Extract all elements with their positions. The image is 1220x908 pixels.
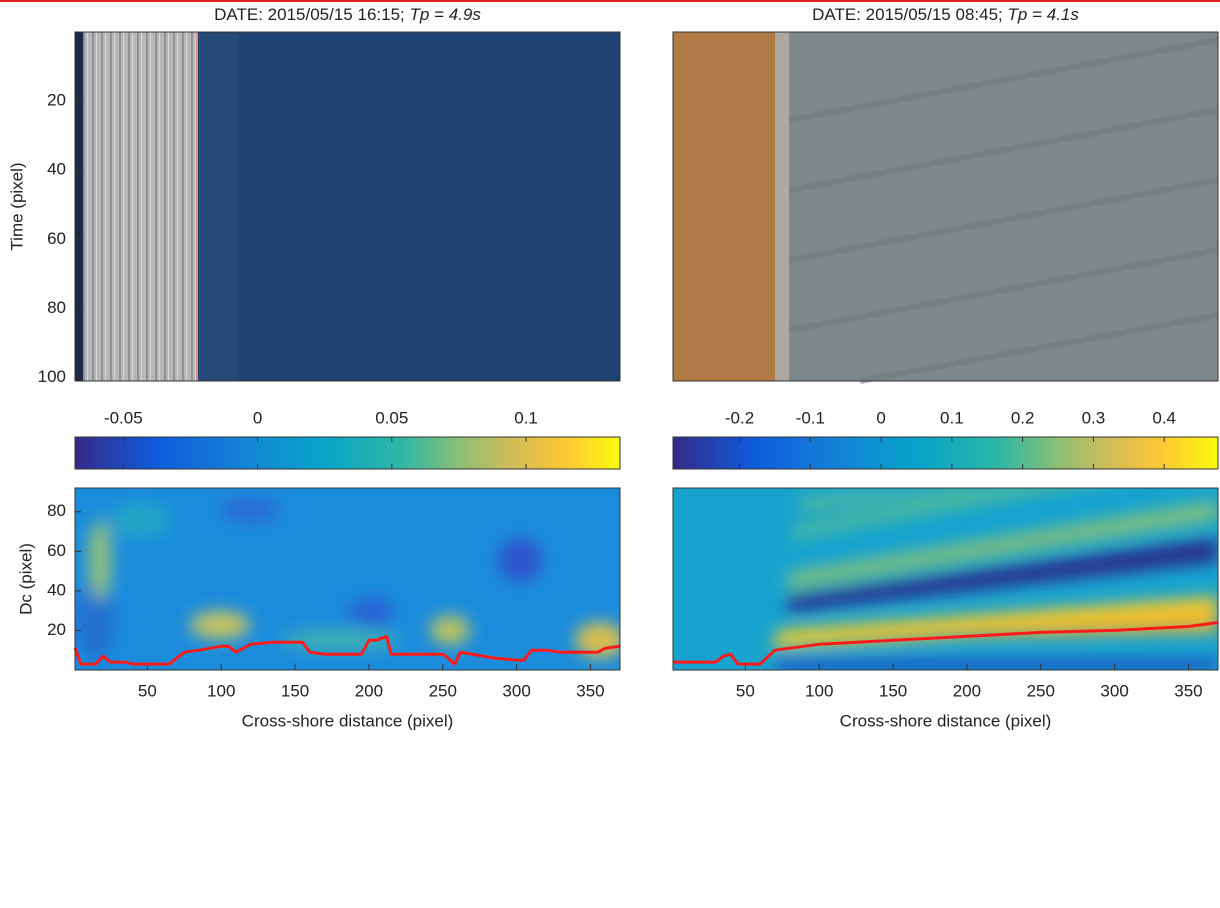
top-rule bbox=[0, 0, 1220, 2]
title-part: Tp = 4.9s bbox=[409, 5, 481, 24]
y-tick-label: 80 bbox=[47, 298, 66, 317]
colorbar bbox=[74, 436, 621, 470]
x-tick-label: 250 bbox=[429, 681, 457, 700]
y-axis-label: Time (pixel) bbox=[7, 162, 26, 250]
colorbar-tick-label: 0.1 bbox=[940, 408, 964, 427]
y-tick-label: 60 bbox=[47, 229, 66, 248]
x-tick-label: 100 bbox=[207, 681, 235, 700]
x-tick-label: 50 bbox=[138, 681, 157, 700]
colorbar-tick-label: 0 bbox=[876, 408, 885, 427]
panel-title: DATE: 2015/05/15 16:15; Tp = 4.9s bbox=[214, 5, 481, 24]
colorbar bbox=[672, 436, 1219, 470]
panel-title: DATE: 2015/05/15 08:45; Tp = 4.1s bbox=[812, 5, 1079, 24]
colorbar-tick-label: 0.2 bbox=[1011, 408, 1035, 427]
colorbar-tick-label: 0.4 bbox=[1152, 408, 1176, 427]
axes-frame bbox=[672, 487, 1219, 671]
heatmap-left-field bbox=[75, 488, 620, 670]
x-tick-label: 150 bbox=[281, 681, 309, 700]
x-tick-label: 250 bbox=[1027, 681, 1055, 700]
x-tick-label: 200 bbox=[953, 681, 981, 700]
depth-line bbox=[73, 634, 621, 666]
axes-frame bbox=[74, 487, 621, 671]
y-tick-label: 20 bbox=[47, 620, 66, 639]
y-tick-label: 40 bbox=[47, 580, 66, 599]
colorbar-tick-label: -0.05 bbox=[104, 408, 143, 427]
x-tick-label: 100 bbox=[805, 681, 833, 700]
colorbar-tick-label: 0.05 bbox=[375, 408, 408, 427]
colorbar-tick-label: 0.3 bbox=[1082, 408, 1106, 427]
x-tick-label: 300 bbox=[502, 681, 530, 700]
y-axis-label: Dc (pixel) bbox=[16, 543, 35, 615]
depth-line bbox=[673, 621, 1219, 666]
colorbar-tick-label: 0.1 bbox=[514, 408, 538, 427]
axes-frame bbox=[672, 31, 1219, 382]
timestack-left bbox=[75, 32, 620, 381]
axes-frame bbox=[74, 31, 621, 382]
x-axis-label: Cross-shore distance (pixel) bbox=[242, 711, 454, 730]
y-tick-label: 20 bbox=[47, 91, 66, 110]
title-part: Tp = 4.1s bbox=[1007, 5, 1079, 24]
x-tick-label: 350 bbox=[576, 681, 604, 700]
x-tick-label: 50 bbox=[736, 681, 755, 700]
heatmap-right-field bbox=[673, 488, 1218, 670]
y-tick-label: 80 bbox=[47, 501, 66, 520]
y-tick-label: 40 bbox=[47, 160, 66, 179]
x-tick-label: 200 bbox=[355, 681, 383, 700]
timestack-right bbox=[673, 32, 1219, 384]
x-tick-label: 150 bbox=[879, 681, 907, 700]
x-tick-label: 350 bbox=[1174, 681, 1202, 700]
x-axis-label: Cross-shore distance (pixel) bbox=[840, 711, 1052, 730]
y-tick-label: 100 bbox=[38, 367, 66, 386]
colorbar-tick-label: -0.1 bbox=[796, 408, 825, 427]
colorbar-tick-label: -0.2 bbox=[725, 408, 754, 427]
colorbar-tick-label: 0 bbox=[253, 408, 262, 427]
title-part: DATE: 2015/05/15 16:15; bbox=[214, 5, 409, 24]
title-part: DATE: 2015/05/15 08:45; bbox=[812, 5, 1007, 24]
x-tick-label: 300 bbox=[1100, 681, 1128, 700]
y-tick-label: 60 bbox=[47, 541, 66, 560]
